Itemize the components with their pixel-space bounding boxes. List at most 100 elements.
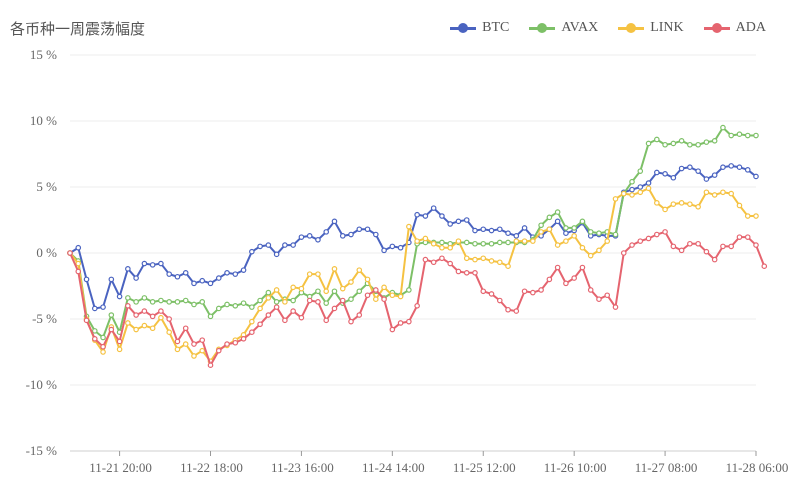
- legend-item-ada[interactable]: ADA: [703, 20, 766, 36]
- data-point-btc: [753, 173, 759, 180]
- data-point-ada: [166, 316, 172, 322]
- data-point-avax: [232, 302, 239, 309]
- data-point-ada: [108, 326, 115, 333]
- legend-item-avax[interactable]: AVAX: [529, 20, 598, 36]
- data-point-ada: [83, 317, 90, 324]
- data-point-ada: [496, 297, 503, 304]
- y-tick-label: 10 %: [30, 113, 57, 128]
- data-point-avax: [505, 239, 511, 246]
- data-point-avax: [736, 131, 743, 138]
- data-point-ada: [125, 302, 131, 309]
- data-point-avax: [753, 132, 759, 139]
- data-point-btc: [381, 247, 387, 254]
- data-point-link: [174, 346, 181, 353]
- data-point-ada: [587, 287, 594, 293]
- data-point-link: [728, 190, 735, 197]
- data-point-link: [612, 196, 619, 202]
- data-point-ada: [637, 238, 644, 244]
- data-point-btc: [422, 213, 429, 219]
- data-point-link: [149, 325, 156, 332]
- data-point-avax: [720, 124, 726, 131]
- data-point-link: [496, 259, 503, 266]
- data-point-ada: [91, 335, 98, 342]
- data-point-avax: [166, 299, 172, 305]
- y-tick-label: -15 %: [26, 443, 58, 458]
- legend-label-avax: AVAX: [561, 20, 599, 35]
- data-point-avax: [240, 300, 247, 306]
- data-point-avax: [670, 140, 677, 147]
- data-point-btc: [290, 242, 296, 248]
- data-point-ada: [439, 255, 445, 262]
- x-tick-label: 11-26 10:00: [544, 460, 607, 475]
- data-point-avax: [687, 141, 693, 148]
- data-point-avax: [637, 168, 644, 174]
- legend-dot-ada: [711, 23, 722, 33]
- data-point-btc: [306, 233, 313, 239]
- data-point-ada: [249, 329, 255, 336]
- x-tick-label: 11-23 16:00: [271, 460, 334, 475]
- legend-item-btc[interactable]: BTC: [450, 20, 509, 36]
- data-point-avax: [331, 288, 338, 295]
- data-point-link: [488, 258, 495, 264]
- data-point-avax: [662, 141, 668, 148]
- data-point-ada: [356, 312, 363, 318]
- data-point-link: [273, 287, 280, 293]
- data-point-ada: [348, 318, 354, 325]
- data-point-ada: [265, 312, 272, 318]
- data-point-link: [645, 185, 652, 192]
- data-point-btc: [100, 304, 106, 310]
- data-point-ada: [505, 306, 511, 313]
- data-point-avax: [356, 288, 363, 295]
- data-point-btc: [637, 184, 644, 190]
- data-point-avax: [199, 299, 206, 305]
- data-point-avax: [406, 287, 412, 293]
- data-point-ada: [753, 242, 759, 248]
- data-point-btc: [273, 251, 280, 258]
- data-point-ada: [488, 291, 495, 297]
- data-point-btc: [158, 260, 164, 267]
- data-point-link: [463, 255, 470, 262]
- data-point-ada: [290, 308, 296, 314]
- data-point-link: [348, 279, 354, 285]
- data-point-ada: [174, 338, 181, 345]
- data-point-btc: [662, 171, 668, 177]
- legend-item-link[interactable]: LINK: [618, 20, 684, 36]
- data-point-link: [125, 320, 131, 326]
- data-point-ada: [100, 343, 106, 350]
- data-point-ada: [306, 297, 313, 304]
- data-point-btc: [75, 244, 82, 251]
- data-point-ada: [141, 308, 148, 314]
- data-point-link: [282, 299, 288, 305]
- legend-label-btc: BTC: [482, 20, 510, 35]
- data-point-btc: [430, 205, 437, 211]
- data-point-link: [331, 266, 338, 272]
- data-point-avax: [91, 328, 98, 334]
- data-point-ada: [554, 264, 561, 271]
- data-point-ada: [720, 243, 726, 250]
- data-point-btc: [224, 269, 230, 276]
- data-point-link: [75, 260, 82, 267]
- data-point-link: [670, 201, 677, 207]
- data-point-btc: [447, 221, 453, 227]
- data-point-ada: [678, 247, 685, 254]
- data-point-ada: [158, 308, 164, 314]
- data-point-link: [720, 189, 726, 196]
- data-point-link: [116, 346, 123, 353]
- data-point-btc: [240, 267, 247, 273]
- data-point-link: [703, 189, 710, 196]
- data-point-avax: [695, 141, 701, 148]
- legend: BTC AVAX LINK ADA: [450, 20, 766, 36]
- data-point-avax: [158, 297, 164, 304]
- data-point-link: [249, 318, 255, 325]
- data-point-btc: [703, 176, 710, 182]
- data-point-link: [430, 240, 437, 247]
- data-point-btc: [199, 277, 206, 284]
- data-point-ada: [422, 256, 429, 263]
- data-point-avax: [711, 138, 718, 144]
- data-point-ada: [629, 242, 635, 248]
- data-point-ada: [612, 304, 619, 310]
- data-point-avax: [315, 288, 321, 295]
- data-point-link: [472, 256, 478, 263]
- data-point-link: [521, 238, 528, 244]
- data-point-btc: [678, 165, 685, 172]
